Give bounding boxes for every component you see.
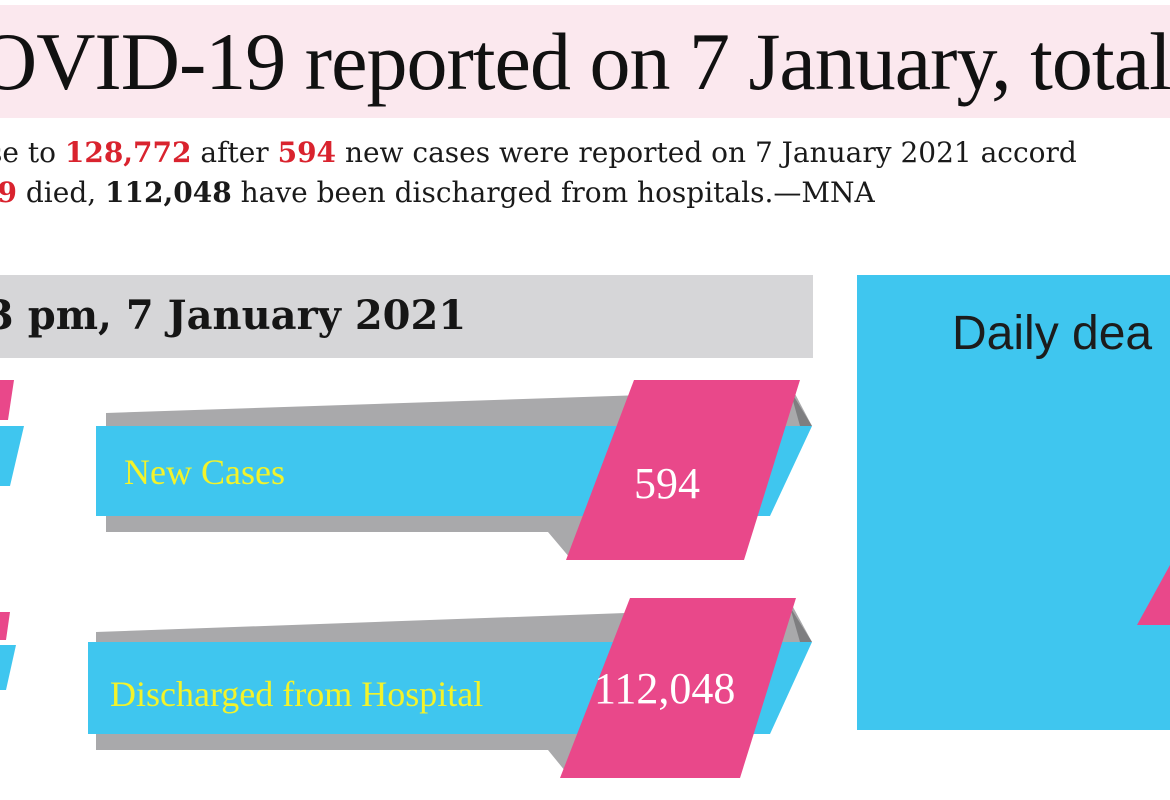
new-cases-figure: 594 [277,136,337,169]
intro-line-1: se to 128,772 after 594 new cases were r… [0,136,1077,169]
daily-deaths-panel: Daily dea [857,275,1170,730]
new-cases-gray-fold [790,390,812,426]
intro-text: after [191,136,278,169]
total-cases-figure: 128,772 [64,136,192,169]
intro-text: se to [0,136,56,169]
discharged-gray-bottom [96,734,596,777]
new-cases-value: 594 [634,459,700,508]
deaths-figure: 99 [0,176,17,209]
daily-deaths-title: Daily dea [952,307,1153,360]
discharged-label: Discharged from Hospital [110,674,484,714]
headline: OVID-19 reported on 7 January, total fig [0,16,1170,107]
discharged-pink-card [560,598,796,778]
intro-text: died, [16,176,106,209]
headline-band: OVID-19 reported on 7 January, total fig [0,5,1170,118]
left-ribbon-cyan-top [0,426,24,486]
stat-ribbons [0,380,812,778]
date-bar: 3 pm, 7 January 2021 [0,275,813,358]
left-ribbon-pink-top [0,380,14,420]
deaths-pink-shape [1137,565,1170,625]
discharged-value: 112,048 [594,664,736,713]
left-ribbon-pink-bottom [0,612,10,640]
intro-line-2: 99 died, 112,048 have been discharged fr… [0,176,875,209]
discharged-gray-fold [790,607,812,642]
intro-text: have been discharged from hospitals.—MNA [231,176,875,209]
discharged-figure: 112,048 [105,176,232,209]
intro-text: new cases were reported on 7 January 202… [336,136,1077,169]
left-ribbon-cyan-bottom [0,645,16,690]
date-text: 3 pm, 7 January 2021 [0,292,467,339]
new-cases-pink-card [566,380,800,560]
new-cases-gray-bottom [106,516,600,558]
new-cases-label: New Cases [124,452,285,492]
